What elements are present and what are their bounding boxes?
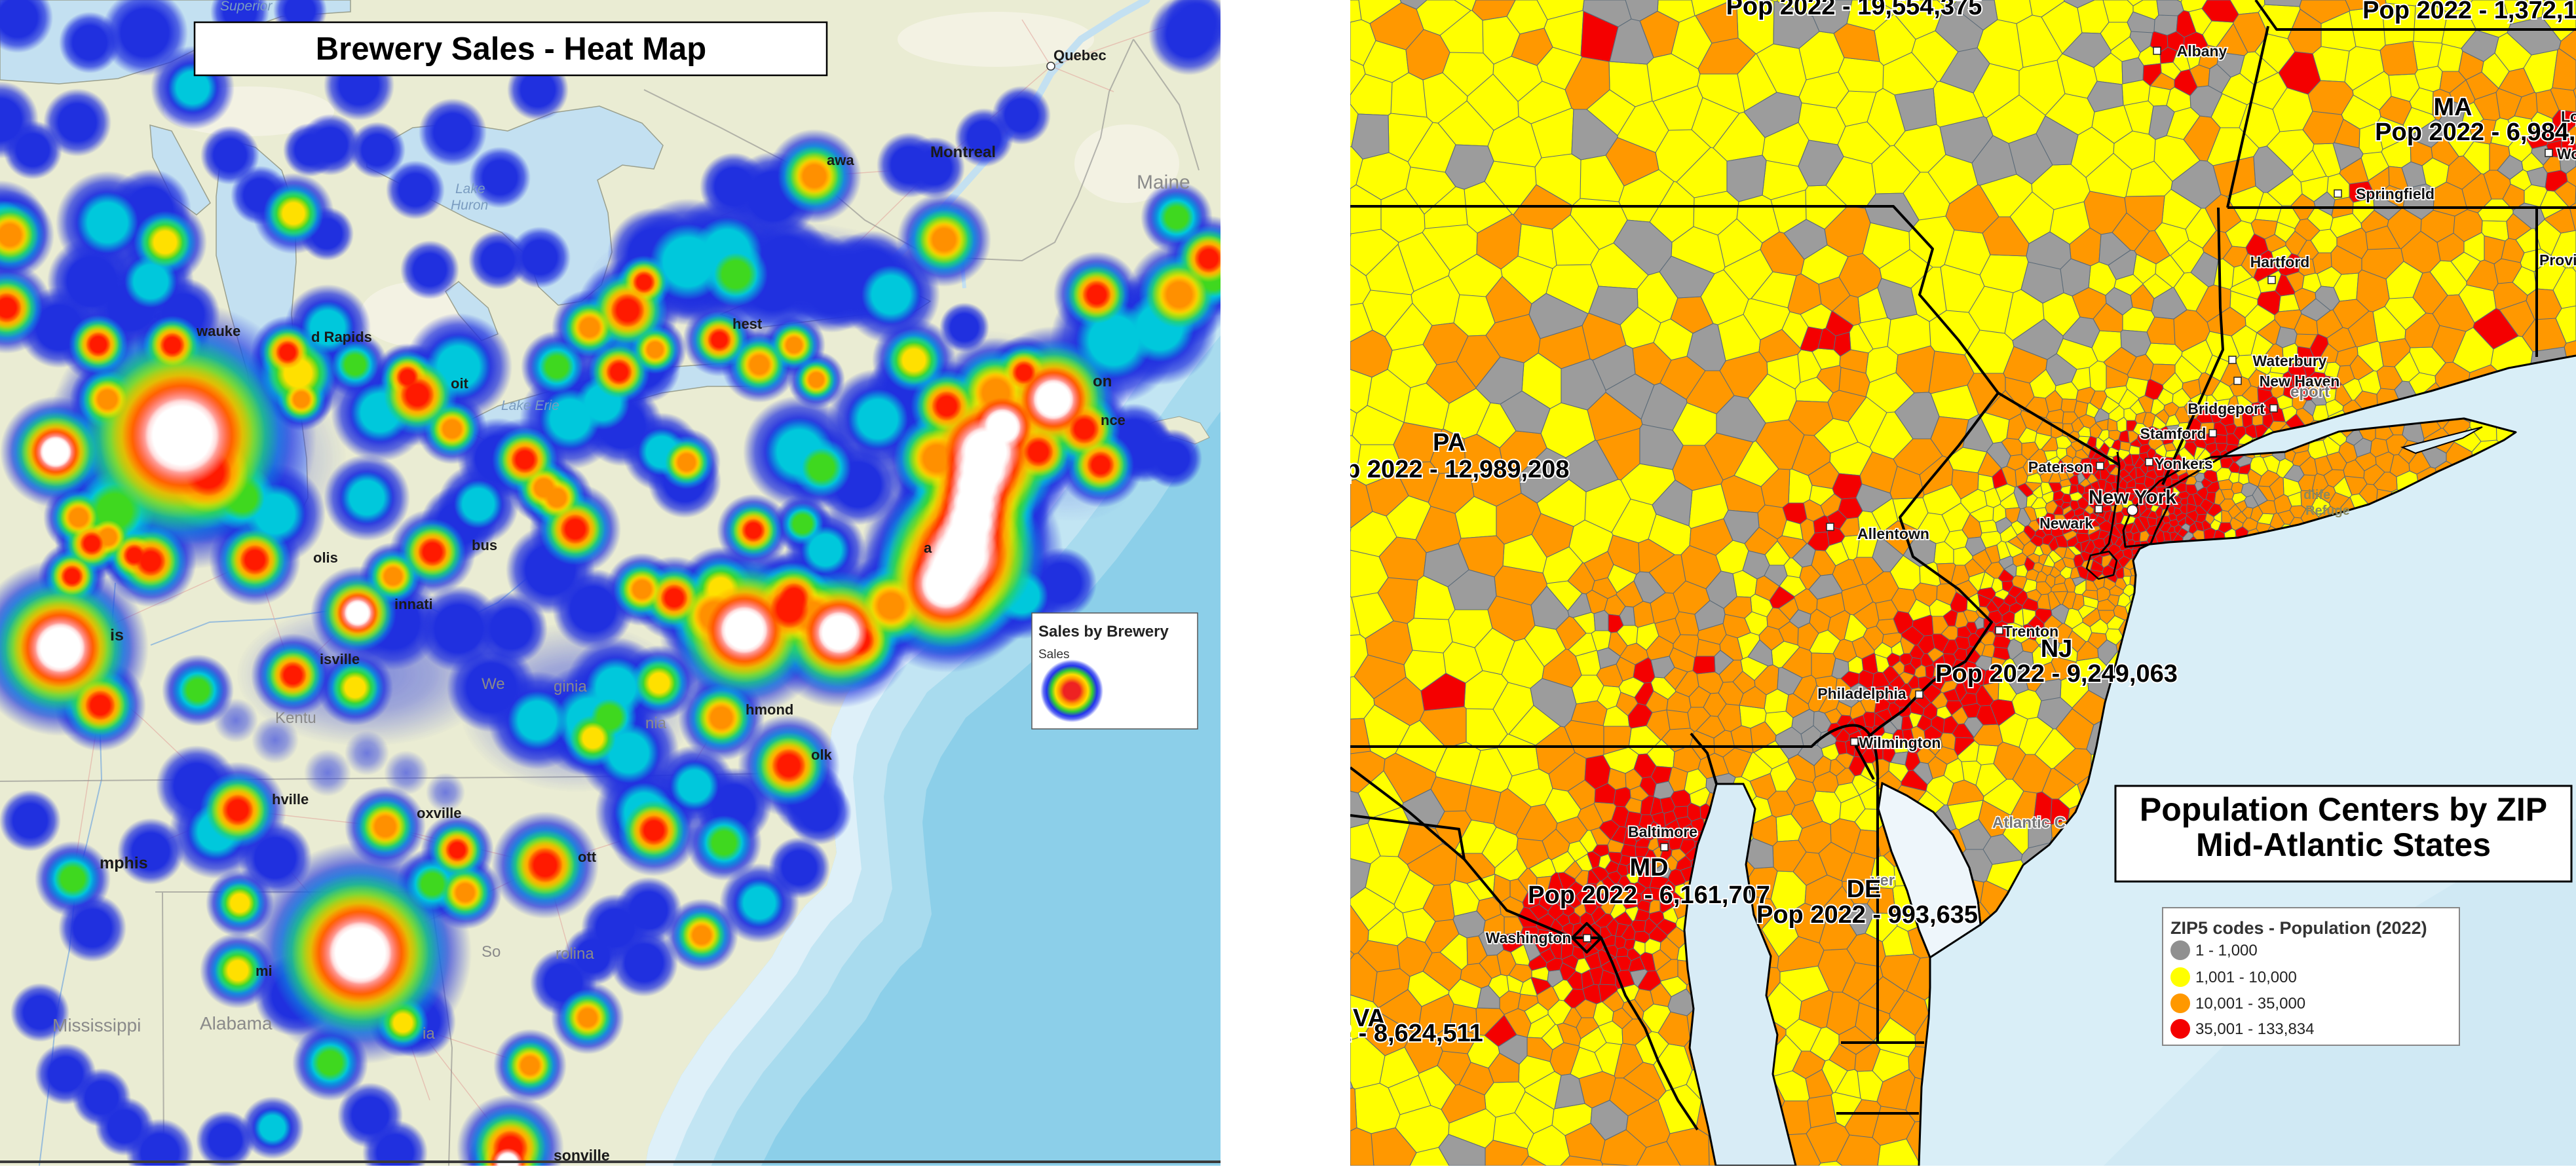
svg-text:PA: PA: [1433, 429, 1466, 456]
svg-text:Pop 2022 - 12,989,208: Pop 2022 - 12,989,208: [1350, 456, 1569, 483]
svg-text:Baltimore: Baltimore: [1628, 823, 1697, 840]
svg-text:Sales: Sales: [1038, 648, 1070, 661]
svg-text:ginia: ginia: [554, 678, 587, 696]
svg-text:Montreal: Montreal: [930, 143, 996, 161]
svg-text:VA: VA: [1353, 1005, 1386, 1032]
svg-text:dlife: dlife: [2303, 488, 2330, 502]
svg-text:Wilmington: Wilmington: [1859, 734, 1941, 751]
svg-text:awa: awa: [827, 152, 854, 168]
svg-text:Providenc: Providenc: [2539, 251, 2576, 269]
svg-text:is: is: [110, 626, 124, 644]
svg-text:Albany: Albany: [2177, 43, 2227, 60]
svg-text:Refuge: Refuge: [2305, 504, 2350, 518]
svg-text:New York: New York: [2089, 487, 2176, 508]
svg-text:innati: innati: [394, 596, 433, 612]
svg-text:Worce: Worce: [2557, 145, 2576, 162]
svg-text:wauke: wauke: [196, 323, 240, 339]
svg-text:ver: ver: [1871, 872, 1895, 889]
svg-text:hville: hville: [272, 791, 309, 807]
svg-text:nce: nce: [1101, 412, 1126, 428]
svg-text:1 - 1,000: 1 - 1,000: [2195, 942, 2258, 959]
svg-text:oxville: oxville: [417, 805, 461, 821]
svg-text:Lo: Lo: [2561, 108, 2576, 125]
svg-text:Washington: Washington: [1486, 929, 1572, 946]
svg-text:10,001 - 35,000: 10,001 - 35,000: [2195, 995, 2305, 1012]
svg-text:rolina: rolina: [556, 945, 594, 963]
svg-text:Population Centers by ZIP: Population Centers by ZIP: [2140, 791, 2547, 828]
svg-text:Bridgeport: Bridgeport: [2188, 400, 2265, 417]
svg-text:mi: mi: [256, 963, 273, 979]
svg-text:Pop 2022 - 6,161,707: Pop 2022 - 6,161,707: [1528, 881, 1770, 909]
svg-text:d Rapids: d Rapids: [311, 329, 372, 345]
svg-text:Paterson: Paterson: [2028, 458, 2093, 475]
svg-text:oit: oit: [451, 375, 469, 392]
svg-text:Lake Erie: Lake Erie: [501, 398, 559, 413]
svg-text:1,001 - 10,000: 1,001 - 10,000: [2195, 969, 2297, 986]
svg-text:bus: bus: [472, 537, 497, 553]
svg-text:Brewery Sales - Heat Map: Brewery Sales - Heat Map: [316, 31, 706, 67]
svg-text:a: a: [924, 540, 932, 556]
svg-text:Huron: Huron: [451, 198, 488, 213]
svg-text:Pop 2022 - 9,249,063: Pop 2022 - 9,249,063: [1935, 660, 2178, 688]
svg-text:MA: MA: [2433, 94, 2472, 121]
svg-text:Waterbury: Waterbury: [2253, 352, 2327, 369]
svg-text:Springfield: Springfield: [2356, 185, 2434, 202]
svg-text:Superior: Superior: [220, 0, 273, 14]
svg-text:olk: olk: [811, 747, 833, 763]
svg-text:New Haven: New Haven: [2260, 373, 2340, 390]
svg-text:Pop 2022 - 8,624,511: Pop 2022 - 8,624,511: [1350, 1020, 1483, 1047]
svg-text:Newark: Newark: [2039, 515, 2093, 532]
svg-text:isville: isville: [320, 651, 360, 667]
svg-text:DE: DE: [1847, 876, 1882, 903]
svg-text:olis: olis: [313, 549, 338, 566]
svg-text:35,001 - 133,834: 35,001 - 133,834: [2195, 1020, 2315, 1038]
svg-text:NJ: NJ: [2041, 635, 2073, 663]
svg-text:Quebec: Quebec: [1053, 47, 1107, 64]
svg-text:ott: ott: [578, 849, 597, 865]
svg-text:Yonkers: Yonkers: [2154, 455, 2212, 472]
svg-text:Pop 2022 - 19,554,375: Pop 2022 - 19,554,375: [1726, 0, 1982, 20]
svg-text:Alabama: Alabama: [200, 1013, 273, 1033]
svg-text:Trenton: Trenton: [2003, 623, 2058, 640]
svg-text:nia: nia: [645, 714, 667, 732]
svg-text:hest: hest: [732, 316, 763, 332]
svg-text:Stamford: Stamford: [2140, 425, 2207, 442]
svg-text:on: on: [1093, 373, 1112, 390]
svg-text:ia: ia: [423, 1025, 435, 1043]
svg-text:So: So: [482, 943, 501, 961]
svg-text:Pop 2022 - 6,984,723: Pop 2022 - 6,984,723: [2375, 119, 2576, 146]
svg-text:Mid-Atlantic States: Mid-Atlantic States: [2196, 826, 2491, 863]
svg-text:hmond: hmond: [746, 701, 793, 718]
svg-text:We: We: [482, 675, 505, 693]
svg-text:Hartford: Hartford: [2250, 253, 2310, 270]
svg-text:Sales by Brewery: Sales by Brewery: [1038, 623, 1169, 640]
svg-text:Atlantic C: Atlantic C: [1992, 814, 2066, 832]
svg-text:Kentu: Kentu: [275, 709, 316, 727]
svg-text:Mississippi: Mississippi: [52, 1015, 141, 1035]
svg-text:Allentown: Allentown: [1857, 525, 1929, 542]
svg-text:mphis: mphis: [100, 854, 148, 872]
svg-text:MD: MD: [1629, 854, 1668, 881]
svg-text:Maine: Maine: [1137, 172, 1190, 193]
svg-text:Lake: Lake: [455, 181, 485, 196]
svg-text:Pop 2022 - 993,635: Pop 2022 - 993,635: [1756, 901, 1978, 929]
svg-text:eport: eport: [2290, 383, 2330, 401]
svg-text:ZIP5 codes - Population (2022): ZIP5 codes - Population (2022): [2170, 918, 2427, 938]
svg-text:Philadelphia: Philadelphia: [1817, 685, 1906, 702]
svg-text:Pop 2022 - 1,372,175: Pop 2022 - 1,372,175: [2362, 0, 2576, 24]
